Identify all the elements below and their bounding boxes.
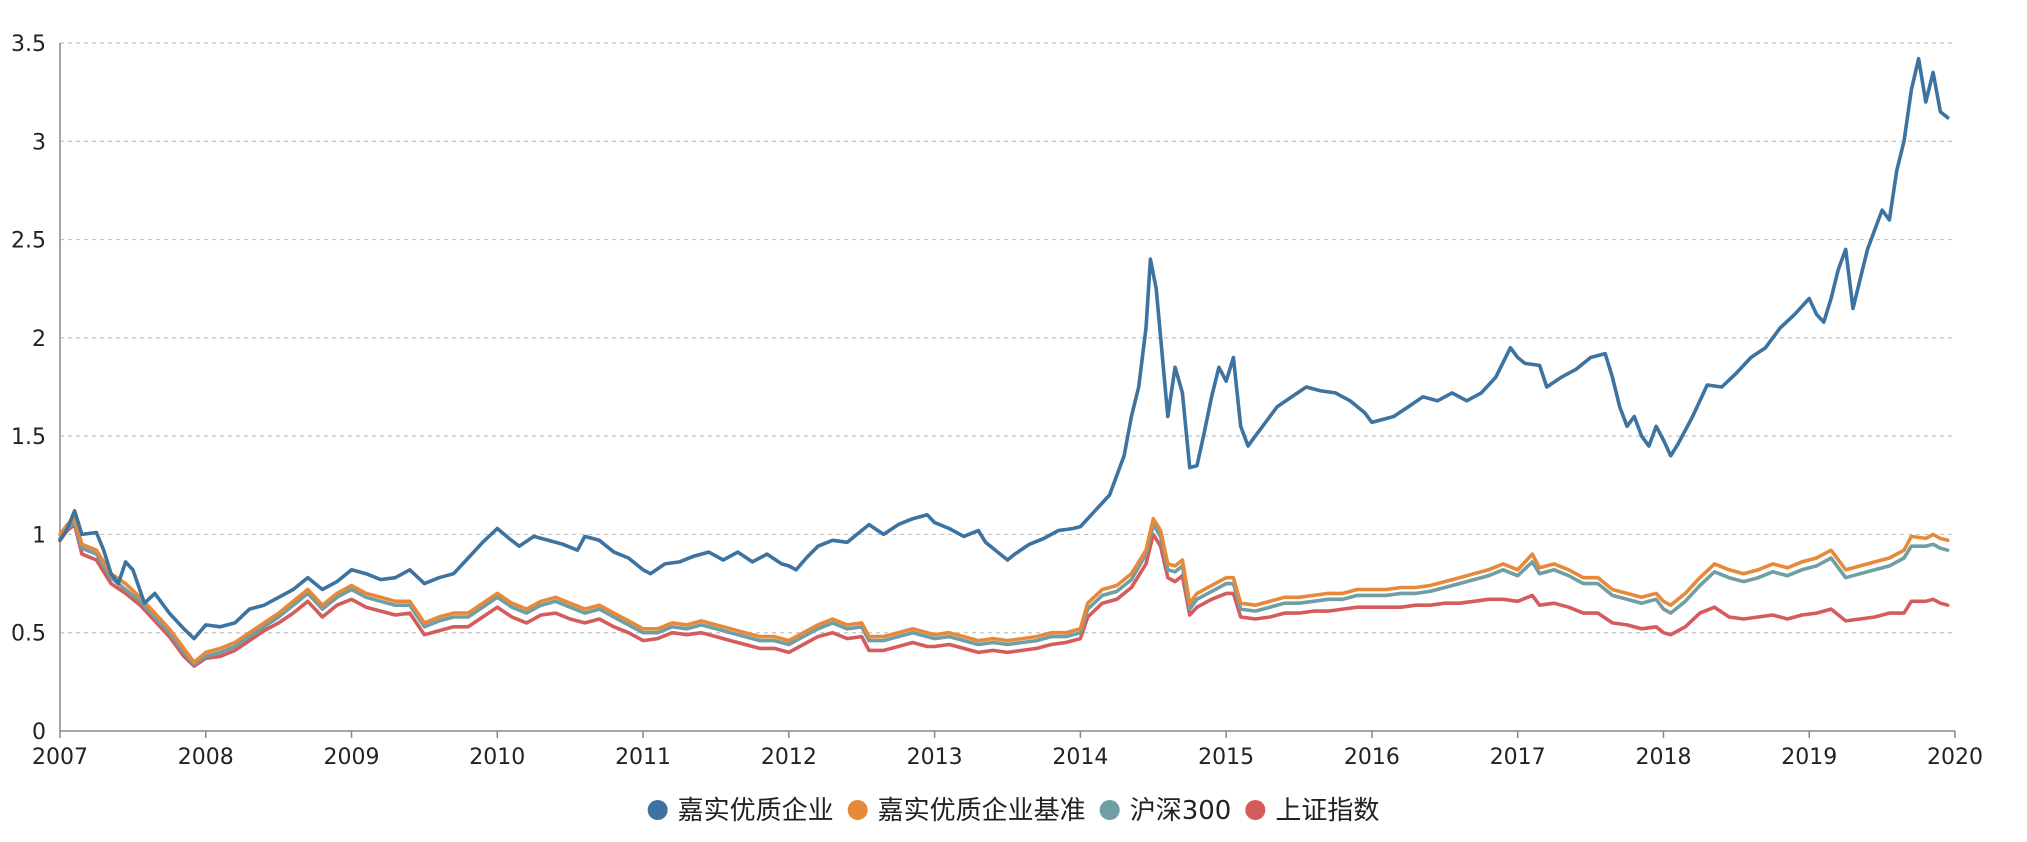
x-tick-label: 2016 xyxy=(1344,745,1400,770)
series-line-jiashi-youzhi-qiye xyxy=(58,56,1950,641)
x-tick-label: 2011 xyxy=(615,745,671,770)
legend-label: 嘉实优质企业 xyxy=(678,796,834,826)
y-tick-label: 3.5 xyxy=(11,32,46,57)
y-tick-label: 1.5 xyxy=(11,425,46,450)
x-tick-label: 2020 xyxy=(1927,745,1983,770)
legend-label: 沪深300 xyxy=(1130,796,1232,826)
axes: 0 0.5 1 1.5 2 2.5 3 3.5 2007 2008 2009 2010 2011 2012… xyxy=(11,32,1983,770)
legend-marker xyxy=(647,800,668,820)
legend-label: 上证指数 xyxy=(1275,796,1379,826)
legend-marker xyxy=(847,800,868,820)
y-tick-label: 0 xyxy=(32,720,46,745)
legend: 嘉实优质企业 嘉实优质企业基准 沪深300 上证指数 xyxy=(647,796,1379,826)
x-tick-label: 2010 xyxy=(469,745,525,770)
x-tick-label: 2019 xyxy=(1781,745,1837,770)
y-tick-label: 2 xyxy=(32,327,46,352)
x-tick-label: 2007 xyxy=(32,745,88,770)
x-tick-label: 2009 xyxy=(324,745,380,770)
x-tick-label: 2017 xyxy=(1490,745,1546,770)
x-tick-label: 2012 xyxy=(761,745,817,770)
series-lines xyxy=(58,56,1950,668)
x-tick-label: 2018 xyxy=(1635,745,1691,770)
legend-label: 嘉实优质企业基准 xyxy=(878,796,1086,826)
y-tick-label: 1 xyxy=(32,523,46,548)
y-tick-label: 3 xyxy=(32,130,46,155)
grid-lines xyxy=(60,42,1955,634)
series-line-shangzheng-zhishu xyxy=(58,522,1950,668)
x-tick-label: 2014 xyxy=(1052,745,1108,770)
x-tick-label: 2015 xyxy=(1198,745,1254,770)
series-line-hushen-300 xyxy=(58,520,1950,666)
x-tick-label: 2008 xyxy=(178,745,234,770)
y-tick-label: 2.5 xyxy=(11,229,46,254)
x-tick-label: 2013 xyxy=(907,745,963,770)
legend-marker xyxy=(1099,800,1120,820)
legend-marker xyxy=(1245,800,1266,820)
series-line-jiashi-youzhi-qiye-jizhun xyxy=(58,516,1950,664)
y-tick-label: 0.5 xyxy=(11,622,46,647)
